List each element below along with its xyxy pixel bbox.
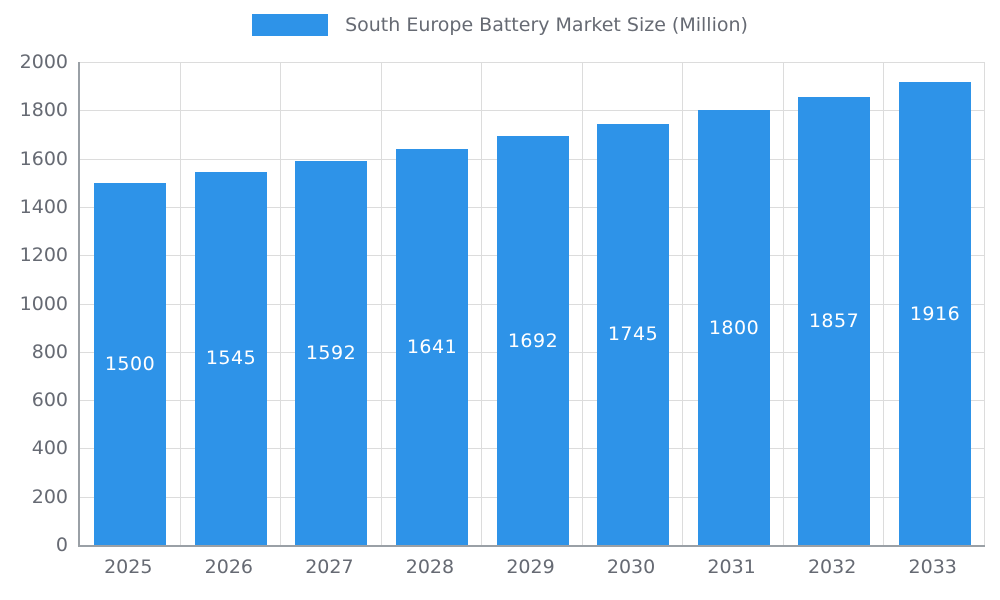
- bar-value-label: 1800: [708, 316, 760, 339]
- x-tick-label: 2031: [707, 556, 756, 578]
- y-tick-label: 1800: [19, 99, 68, 122]
- gridline-horizontal: [80, 62, 985, 63]
- legend: South Europe Battery Market Size (Millio…: [0, 14, 1000, 36]
- x-tick-label: 2028: [405, 556, 455, 578]
- y-tick-label: 1000: [19, 292, 68, 315]
- y-tick-label: 800: [31, 340, 68, 363]
- gridline-horizontal: [80, 110, 985, 112]
- x-tick-label: 2026: [204, 556, 253, 578]
- bar-value-label: 1592: [305, 341, 357, 364]
- bar-2028: 1641: [396, 148, 468, 545]
- gridline-vertical: [280, 62, 282, 545]
- bar-value-label: 1545: [205, 347, 257, 370]
- y-tick-label: 2000: [19, 51, 68, 73]
- bar-2029: 1692: [497, 136, 569, 545]
- bar-value-label: 1692: [507, 329, 559, 352]
- x-tick-label: 2025: [104, 556, 153, 578]
- bar-2033: 1916: [899, 82, 971, 545]
- gridline-vertical: [179, 62, 181, 545]
- bar-value-label: 1641: [406, 335, 458, 358]
- x-tick-label: 2029: [506, 556, 555, 578]
- y-tick-label: 400: [31, 437, 68, 460]
- y-tick-label: 1200: [19, 244, 68, 267]
- x-tick-label: 2030: [606, 556, 656, 578]
- bar-value-label: 1745: [607, 323, 659, 346]
- bar-2027: 1592: [295, 160, 367, 545]
- x-tick-label: 2033: [908, 556, 957, 578]
- y-tick-label: 1400: [19, 195, 68, 218]
- bar-2026: 1545: [195, 171, 267, 545]
- plot-area: 1500 1545 1592 1641 1692 1745 1800 1857 1916: [78, 62, 985, 547]
- bar-2030: 1745: [597, 123, 669, 545]
- y-tick-label: 200: [31, 485, 68, 508]
- bar-2032: 1857: [798, 96, 870, 545]
- bar-2031: 1800: [698, 110, 770, 545]
- gridline-vertical: [682, 62, 684, 545]
- y-tick-label: 600: [31, 389, 68, 412]
- bar-value-label: 1857: [808, 309, 860, 332]
- gridline-vertical: [883, 62, 885, 545]
- gridline-vertical: [782, 62, 784, 545]
- gridline-vertical: [380, 62, 382, 545]
- legend-swatch: [252, 14, 329, 36]
- bar-value-label: 1916: [909, 302, 961, 325]
- legend-label: South Europe Battery Market Size (Millio…: [345, 14, 748, 36]
- gridline-vertical: [481, 62, 483, 545]
- bar-value-label: 1500: [104, 352, 156, 375]
- y-tick-label: 0: [55, 534, 68, 556]
- y-tick-label: 1600: [19, 147, 68, 170]
- bar-2025: 1500: [94, 182, 166, 545]
- gridline-vertical: [984, 62, 985, 545]
- gridline-vertical: [581, 62, 583, 545]
- x-tick-label: 2032: [807, 556, 857, 578]
- x-tick-label: 2027: [305, 556, 354, 578]
